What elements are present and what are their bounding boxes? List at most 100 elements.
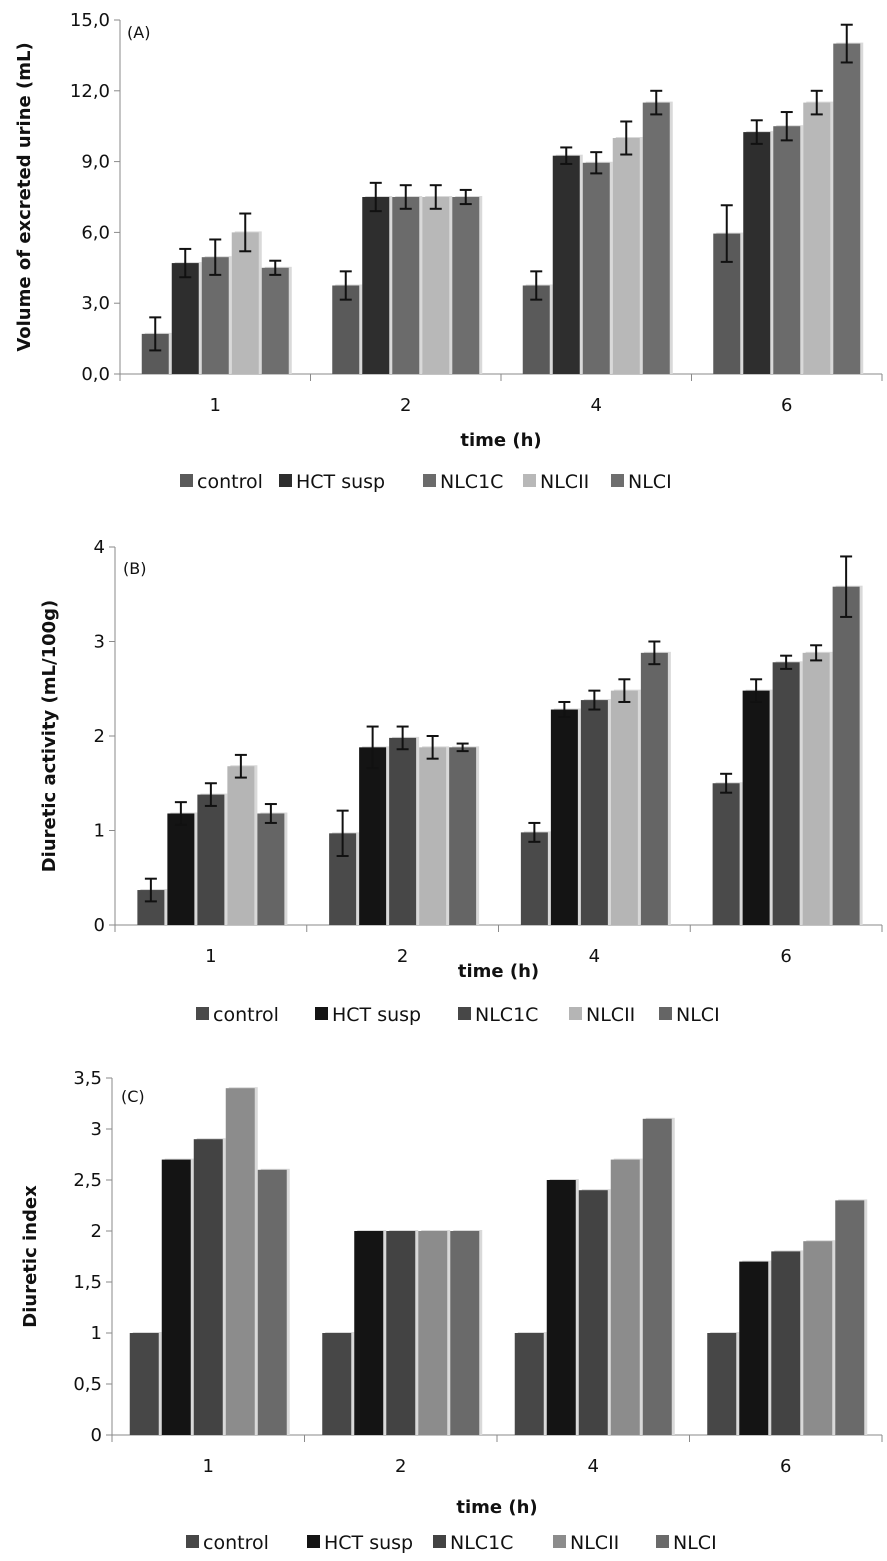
x-tick-label: 6 bbox=[781, 395, 792, 416]
legend-swatch bbox=[553, 1535, 566, 1548]
x-axis-label: time (h) bbox=[460, 430, 541, 451]
y-tick-label: 0,0 bbox=[81, 364, 110, 385]
bar bbox=[742, 690, 770, 925]
y-tick-label: 2,5 bbox=[73, 1170, 102, 1191]
bar bbox=[833, 43, 861, 374]
bar bbox=[452, 197, 480, 374]
bar bbox=[835, 1200, 865, 1435]
y-axis-label: Diuretic activity (mL/100g) bbox=[39, 600, 60, 873]
bar bbox=[362, 197, 390, 374]
bar bbox=[227, 766, 255, 925]
bar bbox=[257, 1169, 287, 1435]
x-tick-label: 2 bbox=[397, 946, 408, 967]
bar bbox=[257, 813, 285, 925]
bar bbox=[803, 1241, 833, 1435]
bar bbox=[550, 709, 578, 925]
x-axis-label: time (h) bbox=[456, 1497, 537, 1518]
legend-swatch bbox=[458, 1007, 471, 1020]
legend-swatch bbox=[611, 474, 624, 487]
legend-label: NLCII bbox=[586, 1004, 635, 1026]
legend-swatch bbox=[307, 1535, 320, 1548]
legend-swatch bbox=[279, 474, 292, 487]
y-tick-label: 2 bbox=[91, 1221, 102, 1242]
legend-label: HCT susp bbox=[324, 1532, 413, 1554]
bar bbox=[772, 662, 800, 925]
y-tick-label: 1 bbox=[94, 821, 105, 842]
legend-label: NLCI bbox=[628, 471, 672, 493]
panel-label: (A) bbox=[127, 23, 150, 42]
bar bbox=[803, 102, 831, 374]
bar bbox=[129, 1333, 159, 1435]
legend-label: NLC1C bbox=[440, 471, 503, 493]
y-tick-label: 15,0 bbox=[70, 10, 110, 31]
x-tick-label: 1 bbox=[210, 395, 221, 416]
x-tick-label: 6 bbox=[780, 946, 791, 967]
bar bbox=[546, 1180, 576, 1435]
bar bbox=[580, 700, 608, 925]
bar bbox=[712, 783, 740, 925]
legend-swatch bbox=[196, 1007, 209, 1020]
bar bbox=[449, 747, 477, 925]
bar bbox=[167, 813, 195, 925]
legend-swatch bbox=[423, 474, 436, 487]
bar bbox=[418, 1231, 448, 1435]
bar bbox=[261, 267, 289, 374]
bar bbox=[771, 1251, 801, 1435]
y-axis-label: Diuretic index bbox=[20, 1185, 41, 1328]
chart-panel-a: 0,0 3,0 6,0 9,0 12,0 15,0 1 2 4 6 (A) Volume of exc… bbox=[14, 10, 883, 493]
bar bbox=[802, 652, 830, 925]
x-tick-label: 2 bbox=[400, 395, 411, 416]
bar bbox=[642, 1118, 672, 1435]
legend: control HCT susp NLC1C NLCII NLCI bbox=[180, 471, 672, 493]
bar bbox=[610, 690, 638, 925]
y-tick-label: 1,5 bbox=[73, 1272, 102, 1293]
bar bbox=[197, 794, 225, 925]
bar bbox=[773, 126, 801, 374]
y-tick-label: 3,5 bbox=[73, 1068, 102, 1089]
legend-label: control bbox=[213, 1004, 279, 1026]
y-tick-label: 6,0 bbox=[81, 222, 110, 243]
y-tick-label: 9,0 bbox=[81, 152, 110, 173]
y-tick-label: 0 bbox=[91, 1425, 102, 1446]
legend-swatch bbox=[433, 1535, 446, 1548]
y-axis-label: Volume of excreted urine (mL) bbox=[14, 42, 35, 351]
y-tick-label: 3 bbox=[91, 1119, 102, 1140]
bar bbox=[642, 102, 670, 374]
x-tick-label: 1 bbox=[203, 1456, 214, 1477]
bar bbox=[386, 1231, 416, 1435]
x-tick-label: 2 bbox=[395, 1456, 406, 1477]
bar bbox=[171, 263, 199, 374]
bar bbox=[422, 197, 450, 374]
x-tick-label: 4 bbox=[588, 1456, 599, 1477]
legend-label: NLCI bbox=[673, 1532, 717, 1554]
legend-label: NLC1C bbox=[450, 1532, 513, 1554]
legend-label: control bbox=[197, 471, 263, 493]
legend-label: NLCII bbox=[570, 1532, 619, 1554]
y-tick-label: 3,0 bbox=[81, 293, 110, 314]
x-tick-label: 1 bbox=[205, 946, 216, 967]
bar bbox=[354, 1231, 384, 1435]
bar bbox=[193, 1139, 223, 1435]
legend-label: HCT susp bbox=[296, 471, 385, 493]
bar bbox=[552, 155, 580, 374]
bar bbox=[739, 1261, 769, 1435]
bar bbox=[225, 1088, 255, 1435]
y-tick-label: 4 bbox=[94, 537, 105, 558]
bar bbox=[322, 1333, 352, 1435]
x-axis-label: time (h) bbox=[458, 961, 539, 982]
bar bbox=[514, 1333, 544, 1435]
bar bbox=[359, 747, 387, 925]
legend-swatch bbox=[180, 474, 193, 487]
legend-label: control bbox=[203, 1532, 269, 1554]
chart-panel-c: 0 0,5 1 1,5 2 2,5 3 3,5 1 2 4 6 (C) Diuretic index tim… bbox=[20, 1068, 883, 1554]
y-tick-label: 1 bbox=[91, 1323, 102, 1344]
x-tick-label: 4 bbox=[591, 395, 602, 416]
legend: control HCT susp NLC1C NLCII NLCI bbox=[196, 1004, 720, 1026]
bar bbox=[832, 586, 860, 925]
x-tick-label: 6 bbox=[780, 1456, 791, 1477]
bar bbox=[612, 138, 640, 374]
chart-panel-b: 0 1 2 3 4 1 2 4 6 (B) Diuretic activity (mL/100g) t… bbox=[39, 537, 883, 1026]
legend-label: HCT susp bbox=[332, 1004, 421, 1026]
y-tick-label: 3 bbox=[94, 632, 105, 653]
